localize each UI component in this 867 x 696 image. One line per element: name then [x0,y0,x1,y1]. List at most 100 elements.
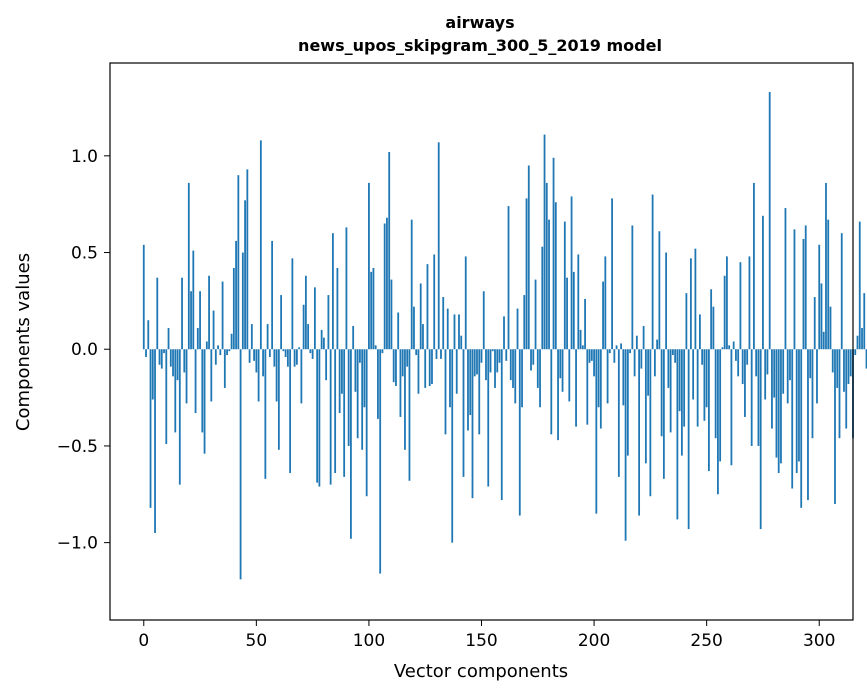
bar [530,349,532,371]
bar [563,221,566,350]
bar [579,329,582,350]
bar [446,308,449,350]
bar [417,349,420,394]
bar [849,349,852,377]
bar [494,349,496,388]
bar [712,306,715,350]
bar [226,349,228,356]
bar [667,349,670,388]
bar [744,349,746,417]
bar [295,349,298,365]
bar [662,349,665,479]
bar [649,349,652,497]
bar [606,349,609,404]
bar [253,349,255,361]
bar [741,349,744,385]
bar [604,256,607,350]
bar [836,349,839,388]
bar [845,349,848,429]
bar [566,277,568,350]
bar [338,349,341,414]
bar [739,262,742,350]
bar [210,349,213,402]
bar [320,329,323,350]
bar [678,349,681,412]
bar [608,349,611,354]
bar [437,142,440,350]
bar [656,339,659,350]
bar [680,349,683,456]
bar [282,349,285,352]
bar [705,349,708,408]
bar [167,327,170,350]
bar [865,349,867,369]
bar [194,349,197,414]
bar [514,349,517,404]
bar [644,349,647,464]
bar [575,349,577,427]
bar [692,349,695,400]
bar [622,349,625,406]
bar [408,349,411,481]
x-tick-label: 300 [803,631,835,651]
bar [487,349,490,487]
bar [392,349,395,383]
bar [732,341,735,350]
bar [458,314,460,350]
bar [658,231,661,350]
plot-frame [109,62,854,621]
bar [237,175,240,350]
bar [683,349,686,427]
bar [395,349,397,386]
bar [372,268,375,350]
bar [334,349,337,474]
bar [469,349,472,415]
bar [782,349,785,394]
bar [750,349,753,446]
bar [347,349,350,446]
bar [597,349,600,408]
bar [325,349,328,381]
bar [572,271,575,350]
bar [478,349,481,435]
bar [307,324,310,350]
bar [401,349,404,377]
bar [370,271,373,350]
bar [208,275,210,350]
bar [615,345,618,350]
bar [381,349,384,354]
bar [863,293,866,350]
bar [356,349,359,439]
bar [219,349,222,356]
bar [332,233,334,350]
bar [147,320,150,350]
bar [766,349,769,375]
bar [714,349,717,439]
bar [383,223,386,350]
bar [350,349,352,539]
bar [635,335,638,350]
y-tick-label: 0.0 [71,340,98,360]
bar [816,349,818,404]
bar [640,349,643,369]
y-tick-label: 0.5 [71,244,98,264]
bar [183,349,186,373]
bar [647,349,650,396]
bar [178,349,181,485]
bar [584,298,586,350]
bar [165,349,168,445]
bar [638,349,641,516]
bar [406,349,409,367]
bar [413,306,415,350]
bar [820,283,823,350]
bar [611,198,613,350]
bar [813,297,816,350]
bar [685,293,688,350]
bar [775,349,778,458]
bar [737,349,740,377]
bar [671,349,674,356]
bar [735,349,737,361]
bar [293,349,296,367]
bar [386,217,388,350]
